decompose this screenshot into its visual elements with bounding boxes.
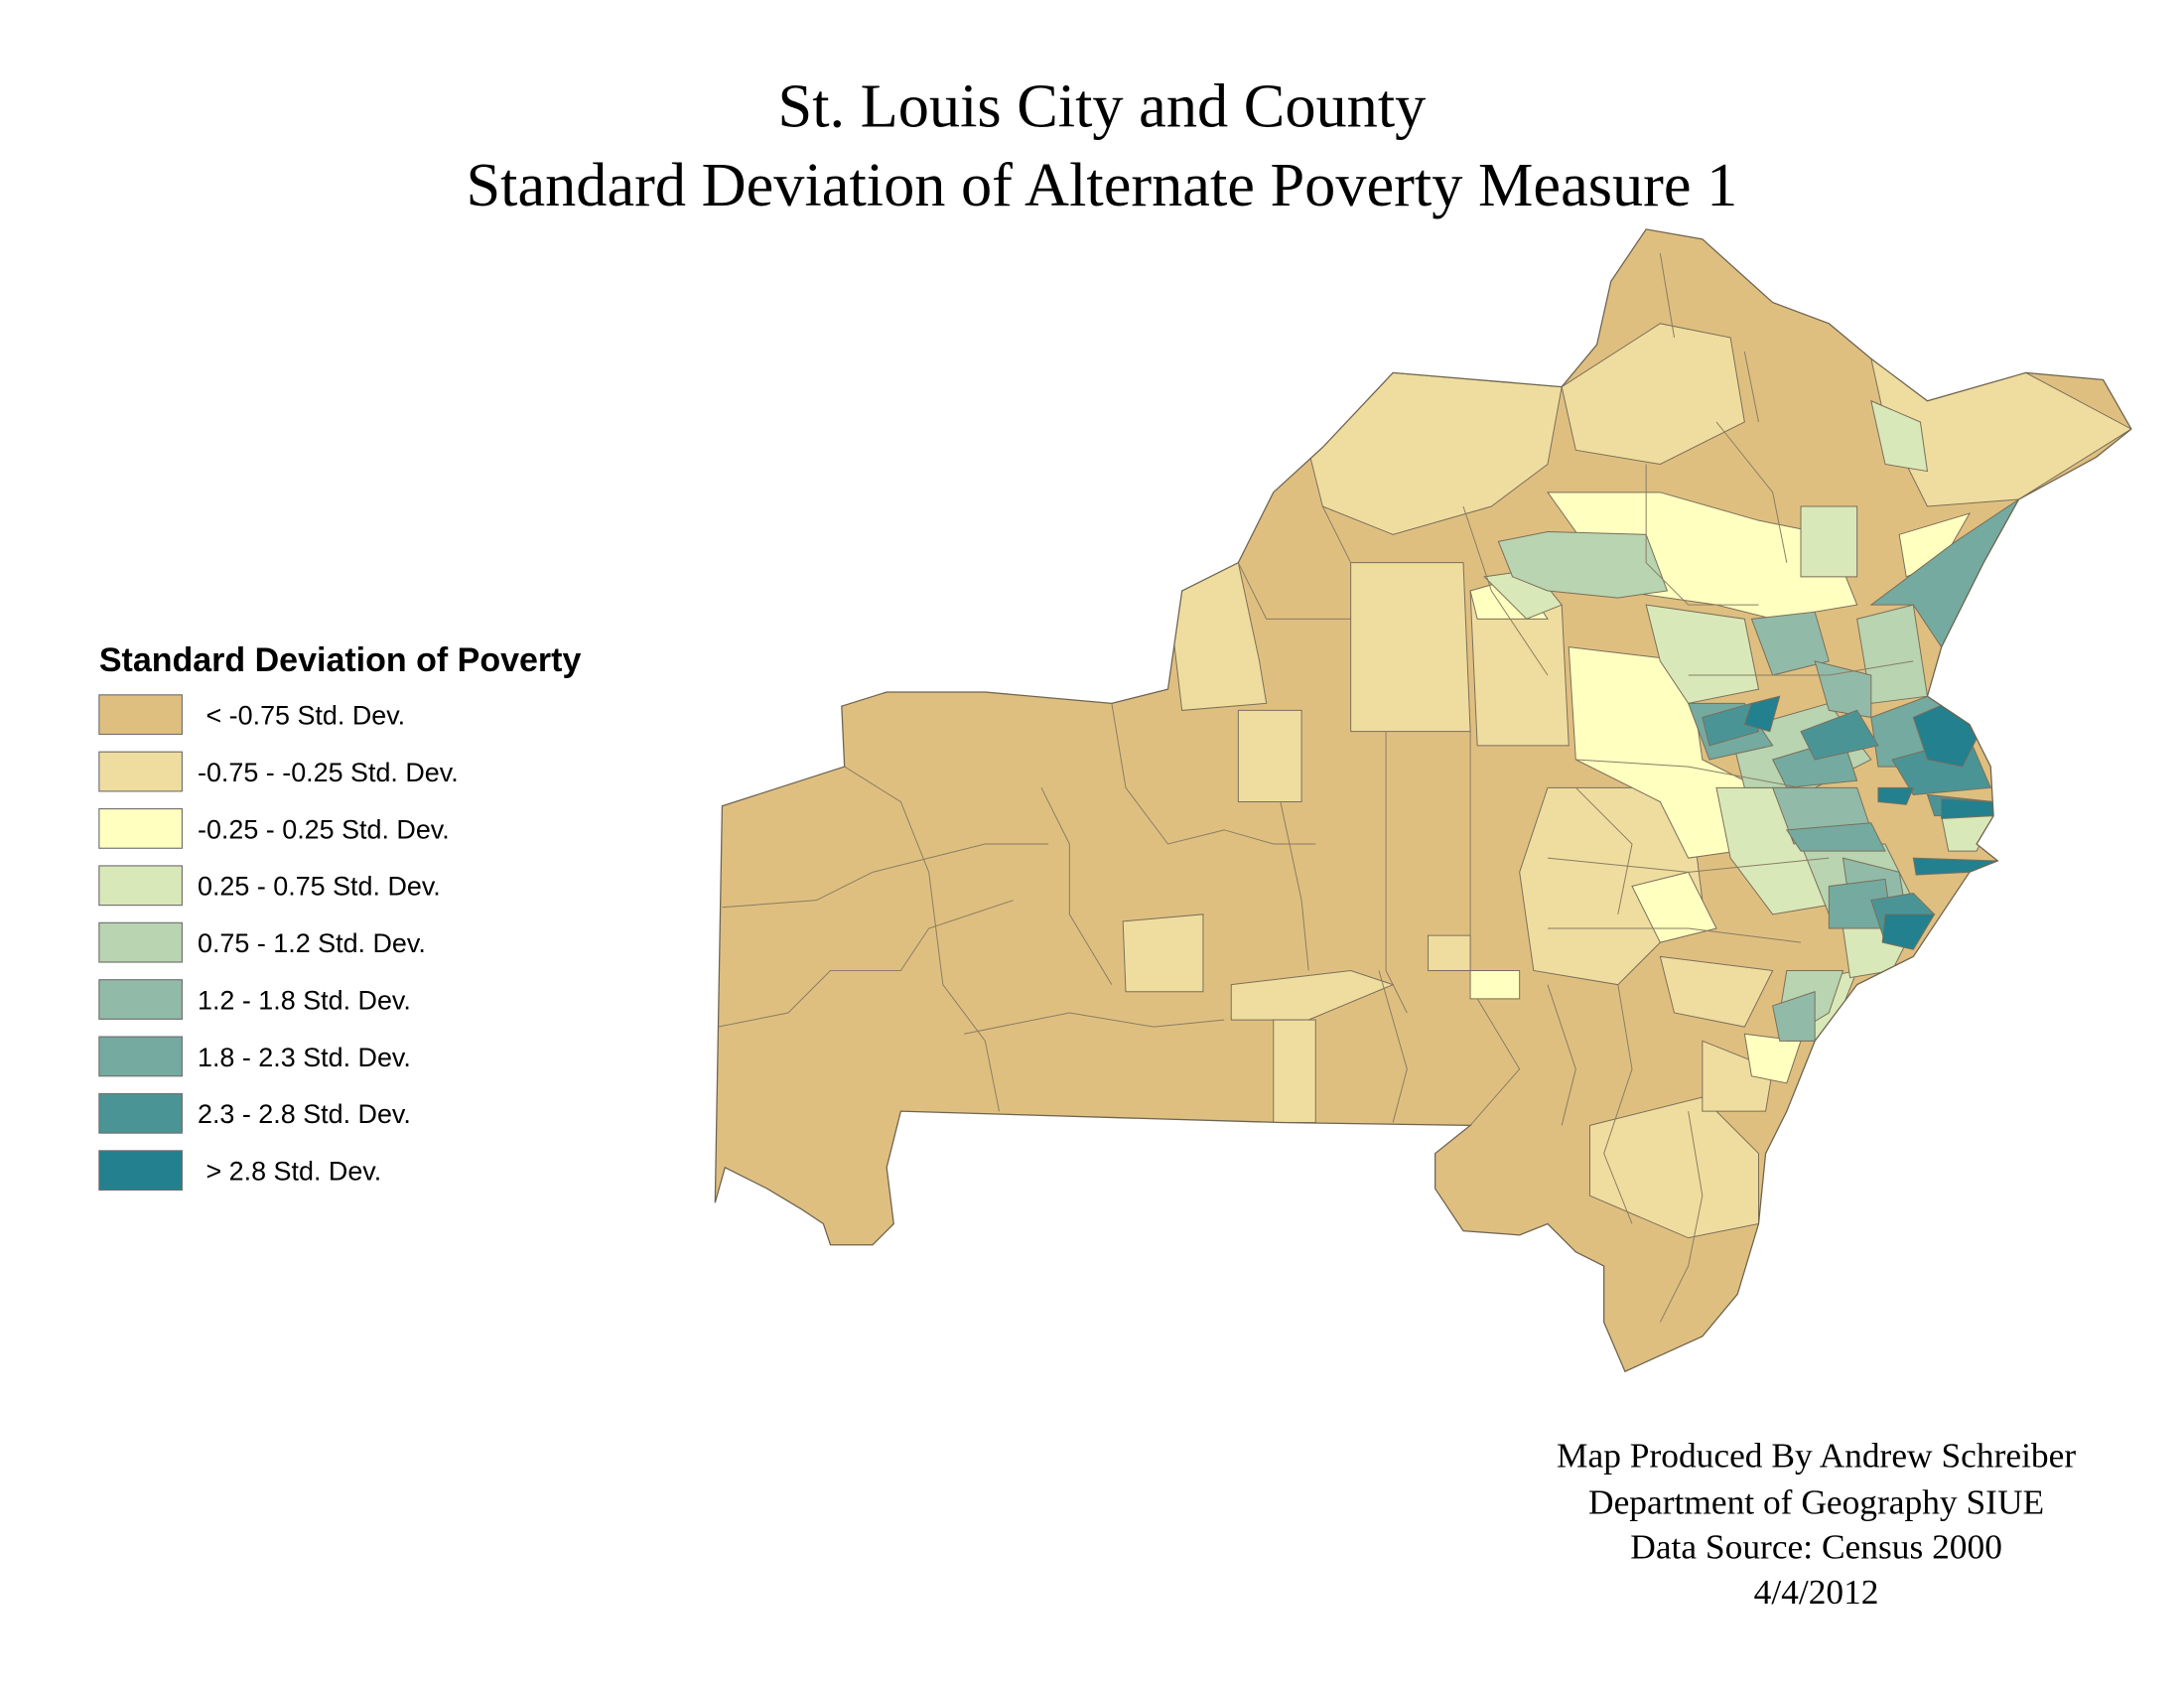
legend-label: 1.2 - 1.8 Std. Dev. — [198, 985, 411, 1015]
legend-swatch — [98, 979, 183, 1020]
legend-label: 2.3 - 2.8 Std. Dev. — [198, 1099, 411, 1129]
map-title-line2: Standard Deviation of Alternate Poverty … — [466, 151, 1737, 219]
legend-label: -0.25 - 0.25 Std. Dev. — [198, 814, 450, 844]
map-credits: Map Produced By Andrew Schreiber Departm… — [1557, 1436, 2076, 1612]
legend-label: 0.25 - 0.75 Std. Dev. — [198, 872, 441, 902]
credit-author: Map Produced By Andrew Schreiber — [1557, 1436, 2076, 1476]
map-title-line1: St. Louis City and County — [778, 72, 1427, 141]
legend-swatch — [98, 1150, 183, 1192]
legend-label: 0.75 - 1.2 Std. Dev. — [198, 928, 426, 958]
class-8-tracts — [1743, 695, 1998, 950]
legend-label: 1.8 - 2.3 Std. Dev. — [198, 1043, 411, 1072]
legend-label: -0.75 - -0.25 Std. Dev. — [198, 758, 459, 787]
choropleth-map — [714, 228, 2132, 1373]
credit-department: Department of Geography SIUE — [1588, 1481, 2044, 1521]
credit-date: 4/4/2012 — [1754, 1572, 1879, 1612]
legend-swatch — [98, 808, 183, 849]
credit-data-source: Data Source: Census 2000 — [1630, 1527, 2002, 1567]
legend-items: < -0.75 Std. Dev. -0.75 - -0.25 Std. Dev.… — [98, 694, 459, 1192]
legend-label: < -0.75 Std. Dev. — [206, 701, 406, 731]
tract-boundaries — [718, 252, 1914, 1323]
legend-swatch — [98, 751, 183, 792]
legend-swatch — [98, 1036, 183, 1077]
legend-label: > 2.8 Std. Dev. — [206, 1157, 382, 1187]
legend-swatch — [98, 921, 183, 963]
legend-swatch — [98, 694, 183, 736]
legend-title: Standard Deviation of Poverty — [99, 641, 582, 679]
legend-swatch — [98, 865, 183, 907]
county-outline — [714, 228, 2132, 1373]
legend: Standard Deviation of Poverty < -0.75 St… — [98, 641, 582, 1192]
legend-swatch — [98, 1092, 183, 1134]
